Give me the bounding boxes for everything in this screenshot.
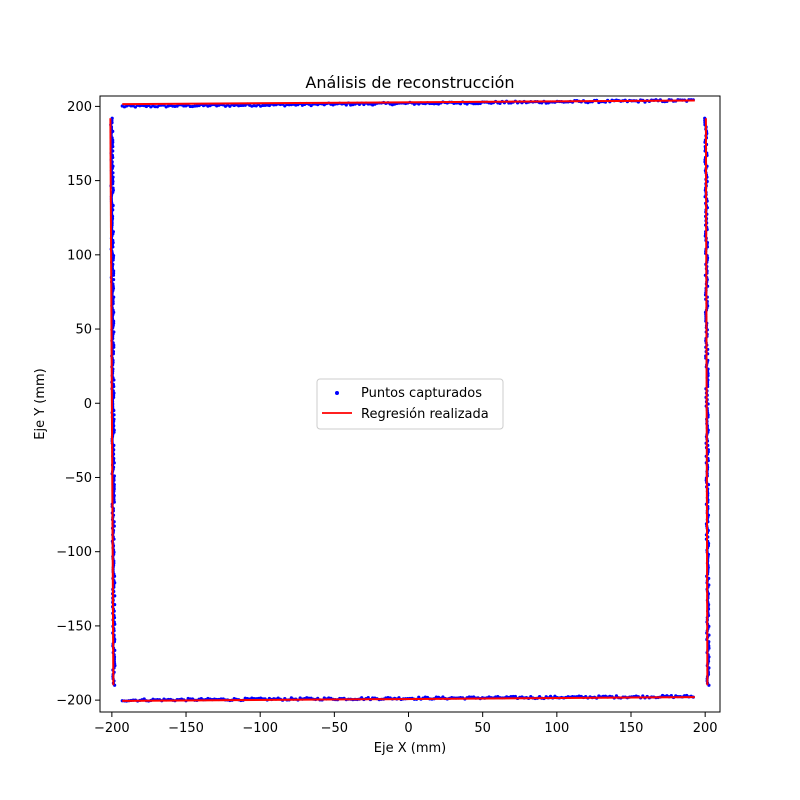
y-tick-label-7: 150 <box>67 174 92 189</box>
y-tick-label-4: 0 <box>84 397 92 412</box>
regression-line-right <box>704 118 709 686</box>
y-tick-label-3: −50 <box>65 471 92 486</box>
x-tick-label-7: 150 <box>619 721 644 736</box>
point-left-72 <box>111 273 116 277</box>
legend-box <box>316 378 504 430</box>
point-top-6 <box>133 105 138 109</box>
x-tick-label-0: −200 <box>94 721 130 736</box>
point-left-136 <box>112 413 116 417</box>
y-tick-label-1: −150 <box>56 619 92 634</box>
y-axis: −200 −150 −100 −50 0 50 100 150 200 <box>56 100 100 709</box>
x-tick-label-1: −150 <box>168 721 204 736</box>
regression-layer <box>109 99 709 702</box>
x-axis-label: Eje X (mm) <box>374 741 446 756</box>
x-axis: −200 −150 −100 −50 0 50 100 150 200 <box>94 712 718 736</box>
regression-line-bottom <box>122 696 695 702</box>
legend-regression-label: Regresión realizada <box>361 407 489 422</box>
regression-line-top <box>122 99 695 106</box>
point-left-74 <box>111 278 116 282</box>
chart-title: Análisis de reconstrucción <box>305 73 514 92</box>
x-tick-label-4: 0 <box>404 721 412 736</box>
legend: Puntos capturados Regresión realizada <box>316 378 504 430</box>
y-tick-label-6: 100 <box>67 248 92 263</box>
point-bottom-179 <box>513 694 518 699</box>
point-left-123 <box>112 384 116 389</box>
legend-points-label: Puntos capturados <box>361 386 482 401</box>
y-tick-label-2: −100 <box>56 545 92 560</box>
point-top-102 <box>344 103 348 107</box>
point-left-15 <box>111 149 115 153</box>
x-tick-label-6: 100 <box>544 721 569 736</box>
regression-line-left <box>109 118 115 686</box>
x-tick-label-2: −100 <box>242 721 278 736</box>
y-axis-label: Eje Y (mm) <box>33 368 48 440</box>
x-tick-label-8: 200 <box>693 721 718 736</box>
axes-frame <box>99 95 721 713</box>
point-left-134 <box>112 408 116 413</box>
point-left-120 <box>112 378 116 382</box>
point-left-30 <box>111 182 115 186</box>
y-tick-label-5: 50 <box>75 323 92 338</box>
point-left-13 <box>111 145 115 149</box>
point-left-158 <box>112 461 116 465</box>
point-left-59 <box>111 245 115 249</box>
legend-points-marker <box>335 391 339 395</box>
y-tick-label-0: −200 <box>56 694 92 709</box>
y-tick-label-8: 200 <box>67 100 92 115</box>
point-left-176 <box>112 500 116 504</box>
x-tick-label-5: 50 <box>474 721 491 736</box>
point-left-219 <box>113 594 117 598</box>
point-bottom-178 <box>511 694 515 699</box>
x-tick-label-3: −50 <box>321 721 348 736</box>
